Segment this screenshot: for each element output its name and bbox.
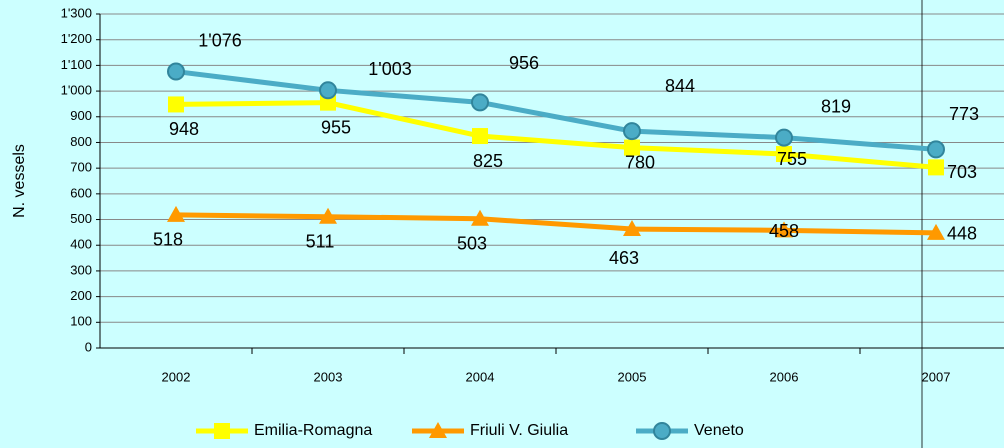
marker bbox=[471, 209, 489, 226]
marker bbox=[214, 423, 230, 439]
marker bbox=[319, 207, 337, 224]
data-label: 948 bbox=[169, 119, 199, 139]
y-tick-label: 800 bbox=[70, 134, 92, 149]
x-tick-label: 2004 bbox=[466, 369, 495, 384]
y-tick-label: 700 bbox=[70, 160, 92, 175]
y-tick-label: 900 bbox=[70, 108, 92, 123]
marker bbox=[623, 220, 641, 237]
data-label: 825 bbox=[473, 151, 503, 171]
marker bbox=[776, 146, 792, 163]
marker bbox=[928, 159, 944, 176]
marker bbox=[319, 81, 337, 100]
legend-label: Friuli V. Giulia bbox=[470, 422, 568, 439]
marker bbox=[624, 139, 640, 156]
marker bbox=[775, 221, 793, 238]
marker bbox=[429, 422, 447, 438]
marker bbox=[471, 93, 489, 112]
y-tick-label: 1'200 bbox=[61, 31, 92, 46]
marker bbox=[168, 96, 184, 113]
x-tick-label: 2005 bbox=[618, 369, 647, 384]
data-label: 819 bbox=[821, 96, 851, 116]
marker bbox=[623, 122, 641, 141]
data-label: 1'076 bbox=[198, 30, 241, 50]
y-tick-label: 100 bbox=[70, 314, 92, 329]
data-label: 755 bbox=[777, 149, 807, 169]
marker bbox=[927, 223, 945, 240]
y-tick-label: 600 bbox=[70, 185, 92, 200]
y-tick-label: 400 bbox=[70, 237, 92, 252]
marker bbox=[167, 205, 185, 222]
data-label: 773 bbox=[949, 104, 979, 124]
marker bbox=[167, 62, 185, 81]
marker bbox=[775, 128, 793, 147]
data-label: 448 bbox=[947, 224, 977, 244]
series-line bbox=[175, 212, 937, 236]
x-tick-label: 2002 bbox=[162, 369, 191, 384]
y-tick-label: 300 bbox=[70, 262, 92, 277]
y-tick-label: 500 bbox=[70, 211, 92, 226]
marker bbox=[320, 94, 336, 111]
marker bbox=[653, 422, 671, 440]
data-label: 463 bbox=[609, 248, 639, 268]
y-tick-label: 1'000 bbox=[61, 83, 92, 98]
y-tick-label: 1'300 bbox=[61, 5, 92, 20]
data-label: 511 bbox=[306, 231, 335, 251]
data-label: 458 bbox=[769, 221, 799, 241]
y-tick-label: 200 bbox=[70, 288, 92, 303]
data-label: 844 bbox=[665, 76, 695, 96]
data-label: 1'003 bbox=[368, 59, 411, 79]
marker bbox=[927, 140, 945, 159]
data-label: 955 bbox=[321, 117, 351, 137]
data-label: 956 bbox=[509, 53, 539, 73]
legend-label: Emilia-Romagna bbox=[254, 422, 372, 439]
y-tick-label: 1'100 bbox=[61, 57, 92, 72]
y-tick-label: 0 bbox=[85, 339, 92, 354]
y-axis-label: N. vessels bbox=[11, 144, 28, 218]
data-label: 503 bbox=[457, 234, 487, 254]
legend-label: Veneto bbox=[694, 422, 744, 439]
series-line bbox=[175, 100, 937, 170]
x-tick-label: 2003 bbox=[314, 369, 343, 384]
data-label: 518 bbox=[153, 230, 183, 250]
x-tick-label: 2007 bbox=[922, 369, 951, 384]
series-line bbox=[175, 69, 937, 152]
data-label: 703 bbox=[947, 162, 977, 182]
marker bbox=[472, 128, 488, 145]
data-label: 780 bbox=[625, 152, 655, 172]
x-tick-label: 2006 bbox=[770, 369, 799, 384]
